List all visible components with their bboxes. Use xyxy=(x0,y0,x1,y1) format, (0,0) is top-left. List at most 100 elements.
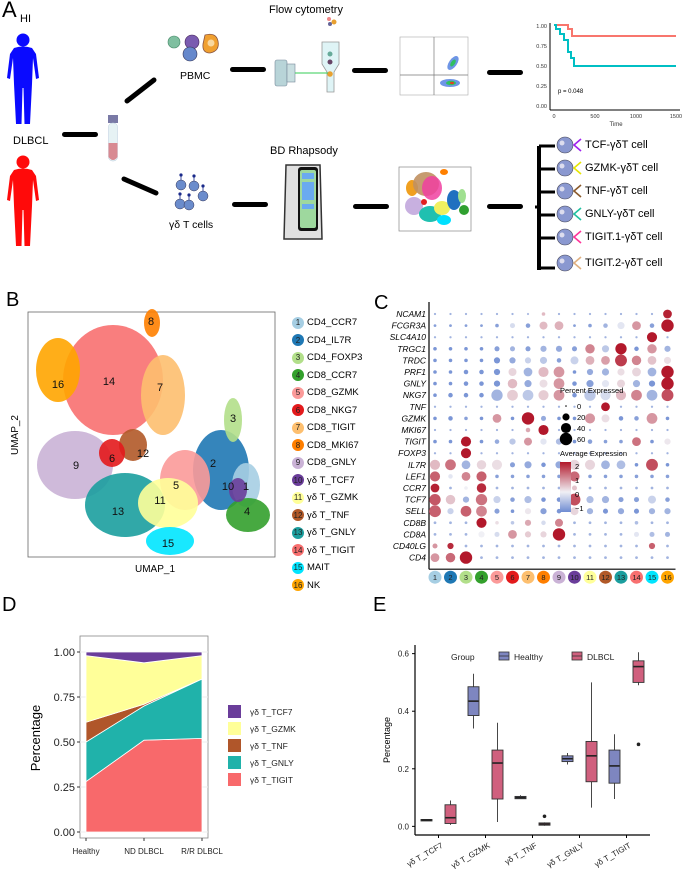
dot-CCR7-16 xyxy=(666,486,669,490)
area-ytick-label: 0.75 xyxy=(54,692,75,704)
dot-FCGR3A-3 xyxy=(464,324,468,327)
dot-CCR7-12 xyxy=(604,486,607,490)
dot-PRF1-9 xyxy=(553,366,565,378)
dot-TCF7-7 xyxy=(524,496,532,504)
area-xtick-label: ND DLBCL xyxy=(124,847,164,856)
cluster-tick-label: 2 xyxy=(448,573,452,582)
box-DLBCL-γδ T_TCF7 xyxy=(444,804,457,824)
dot-TRDC-10 xyxy=(570,356,579,365)
dot-CCR7-9 xyxy=(557,486,561,490)
gene-label: MKI67 xyxy=(401,425,426,435)
dot-NKG7-11 xyxy=(584,389,596,401)
color-legend-bar xyxy=(560,462,571,512)
dot-MKI67-4 xyxy=(480,428,483,432)
cluster-swatch-13 xyxy=(614,570,628,584)
dot-CCR7-1 xyxy=(430,483,440,493)
dot-CD8B-10 xyxy=(573,521,576,525)
dot-CD40LG-8 xyxy=(542,544,545,548)
box-xtick-label: γδ T_GZMK xyxy=(450,841,492,869)
dot-CD8B-1 xyxy=(433,521,437,525)
cluster-tick-label: 7 xyxy=(526,573,530,582)
dot-IL7R-10 xyxy=(569,459,580,470)
dot-CD4-8 xyxy=(542,556,545,559)
area-legend-swatch xyxy=(228,722,241,735)
cluster-tick-label: 13 xyxy=(617,573,625,582)
dot-NKG7-3 xyxy=(463,392,469,398)
dot-GZMK-5 xyxy=(492,414,502,423)
dot-MKI67-8 xyxy=(538,424,549,436)
cluster-tick-label: 15 xyxy=(648,573,656,582)
dot-CD4-4 xyxy=(480,556,483,559)
dot-CD4-5 xyxy=(495,556,499,559)
cluster-color-swatch: 16 xyxy=(292,579,304,592)
umap-cluster-label: 11 xyxy=(154,495,165,507)
dot-GNLY-8 xyxy=(539,379,548,388)
dot-CD8B-3 xyxy=(464,521,468,525)
dot-NKG7-12 xyxy=(600,390,611,401)
t-cell-receptor-icon xyxy=(556,205,582,223)
dot-GNLY-11 xyxy=(586,380,594,388)
km-survival-plot: 1.00 0.75 0.50 0.25 0.00 0 500 1000 1500… xyxy=(536,23,682,128)
dot-CD40LG-13 xyxy=(619,544,623,548)
umap-legend-item: 7 CD8_TIGIT xyxy=(292,419,362,437)
dot-CD40LG-9 xyxy=(557,544,561,548)
dot-FOXP3-8 xyxy=(542,452,545,455)
cluster-swatch-9 xyxy=(552,570,566,584)
dot-CD4-6 xyxy=(511,556,514,559)
dot-TRGC1-15 xyxy=(647,344,657,354)
dot-SLC4A10-6 xyxy=(511,336,514,339)
dot-TNF-8 xyxy=(542,405,545,408)
dot-LEF1-6 xyxy=(510,474,515,479)
gene-label: CD8B xyxy=(403,518,426,528)
dot-MKI67-11 xyxy=(588,428,592,432)
cluster-tick-label: 10 xyxy=(570,573,578,582)
dot-CD8B-2 xyxy=(449,521,452,525)
dot-GZMK-3 xyxy=(464,416,468,421)
dot-TIGIT-2 xyxy=(448,439,453,444)
dot-GZMK-15 xyxy=(646,413,658,424)
dot-PRF1-2 xyxy=(448,370,453,374)
dot-SELL-8 xyxy=(540,508,547,515)
cluster-name: γδ T_TNF xyxy=(307,509,350,521)
box-xtick-label: γδ T_TNF xyxy=(503,841,538,867)
dot-CD40LG-11 xyxy=(588,544,592,548)
cluster-tick-label: 9 xyxy=(557,573,561,582)
dot-TRDC-12 xyxy=(601,356,610,365)
dot-TNF-6 xyxy=(511,405,514,408)
dot-FOXP3-16 xyxy=(666,452,669,455)
dot-CD8A-1 xyxy=(433,533,437,536)
dot-TRGC1-16 xyxy=(664,345,671,352)
panel-label-b: B xyxy=(6,289,20,311)
arrow-up-to-pbmc xyxy=(124,77,157,104)
cluster-name: CD8_MKI67 xyxy=(307,439,359,451)
area-legend-swatch xyxy=(228,756,241,769)
dot-LEF1-9 xyxy=(557,474,561,479)
dot-SELL-16 xyxy=(664,508,671,515)
pbmc-cells-icon xyxy=(167,33,219,62)
km-xtick: 0 xyxy=(552,114,555,120)
dot-NCAM1-2 xyxy=(449,312,452,316)
dot-TIGIT-4 xyxy=(479,439,484,444)
cluster-name: γδ T_GNLY xyxy=(307,527,356,539)
dot-GNLY-14 xyxy=(632,380,641,388)
dot-NCAM1-8 xyxy=(541,312,546,316)
dot-GZMK-16 xyxy=(665,416,670,421)
umap-cluster-label: 2 xyxy=(210,458,216,470)
dot-MKI67-13 xyxy=(619,428,623,432)
color-legend-label: 2 xyxy=(575,462,579,471)
dot-TRGC1-13 xyxy=(615,343,627,355)
dot-CCR7-8 xyxy=(542,486,545,490)
size-legend-dot xyxy=(562,413,570,421)
size-legend-label: 20 xyxy=(577,413,585,422)
cluster-tick-label: 1 xyxy=(433,573,437,582)
dot-FOXP3-6 xyxy=(511,452,514,455)
dot-TNF-11 xyxy=(588,405,592,408)
dot-SLC4A10-5 xyxy=(495,336,499,339)
area-ytick-label: 0.25 xyxy=(54,782,75,794)
gene-label: PRF1 xyxy=(404,367,426,377)
dot-IL7R-8 xyxy=(541,462,546,468)
cluster-name: CD8_GZMK xyxy=(307,387,359,399)
cluster-name: γδ T_TCF7 xyxy=(307,474,355,486)
cluster-tick-label: 11 xyxy=(586,573,594,582)
subset-bracket xyxy=(535,144,555,270)
